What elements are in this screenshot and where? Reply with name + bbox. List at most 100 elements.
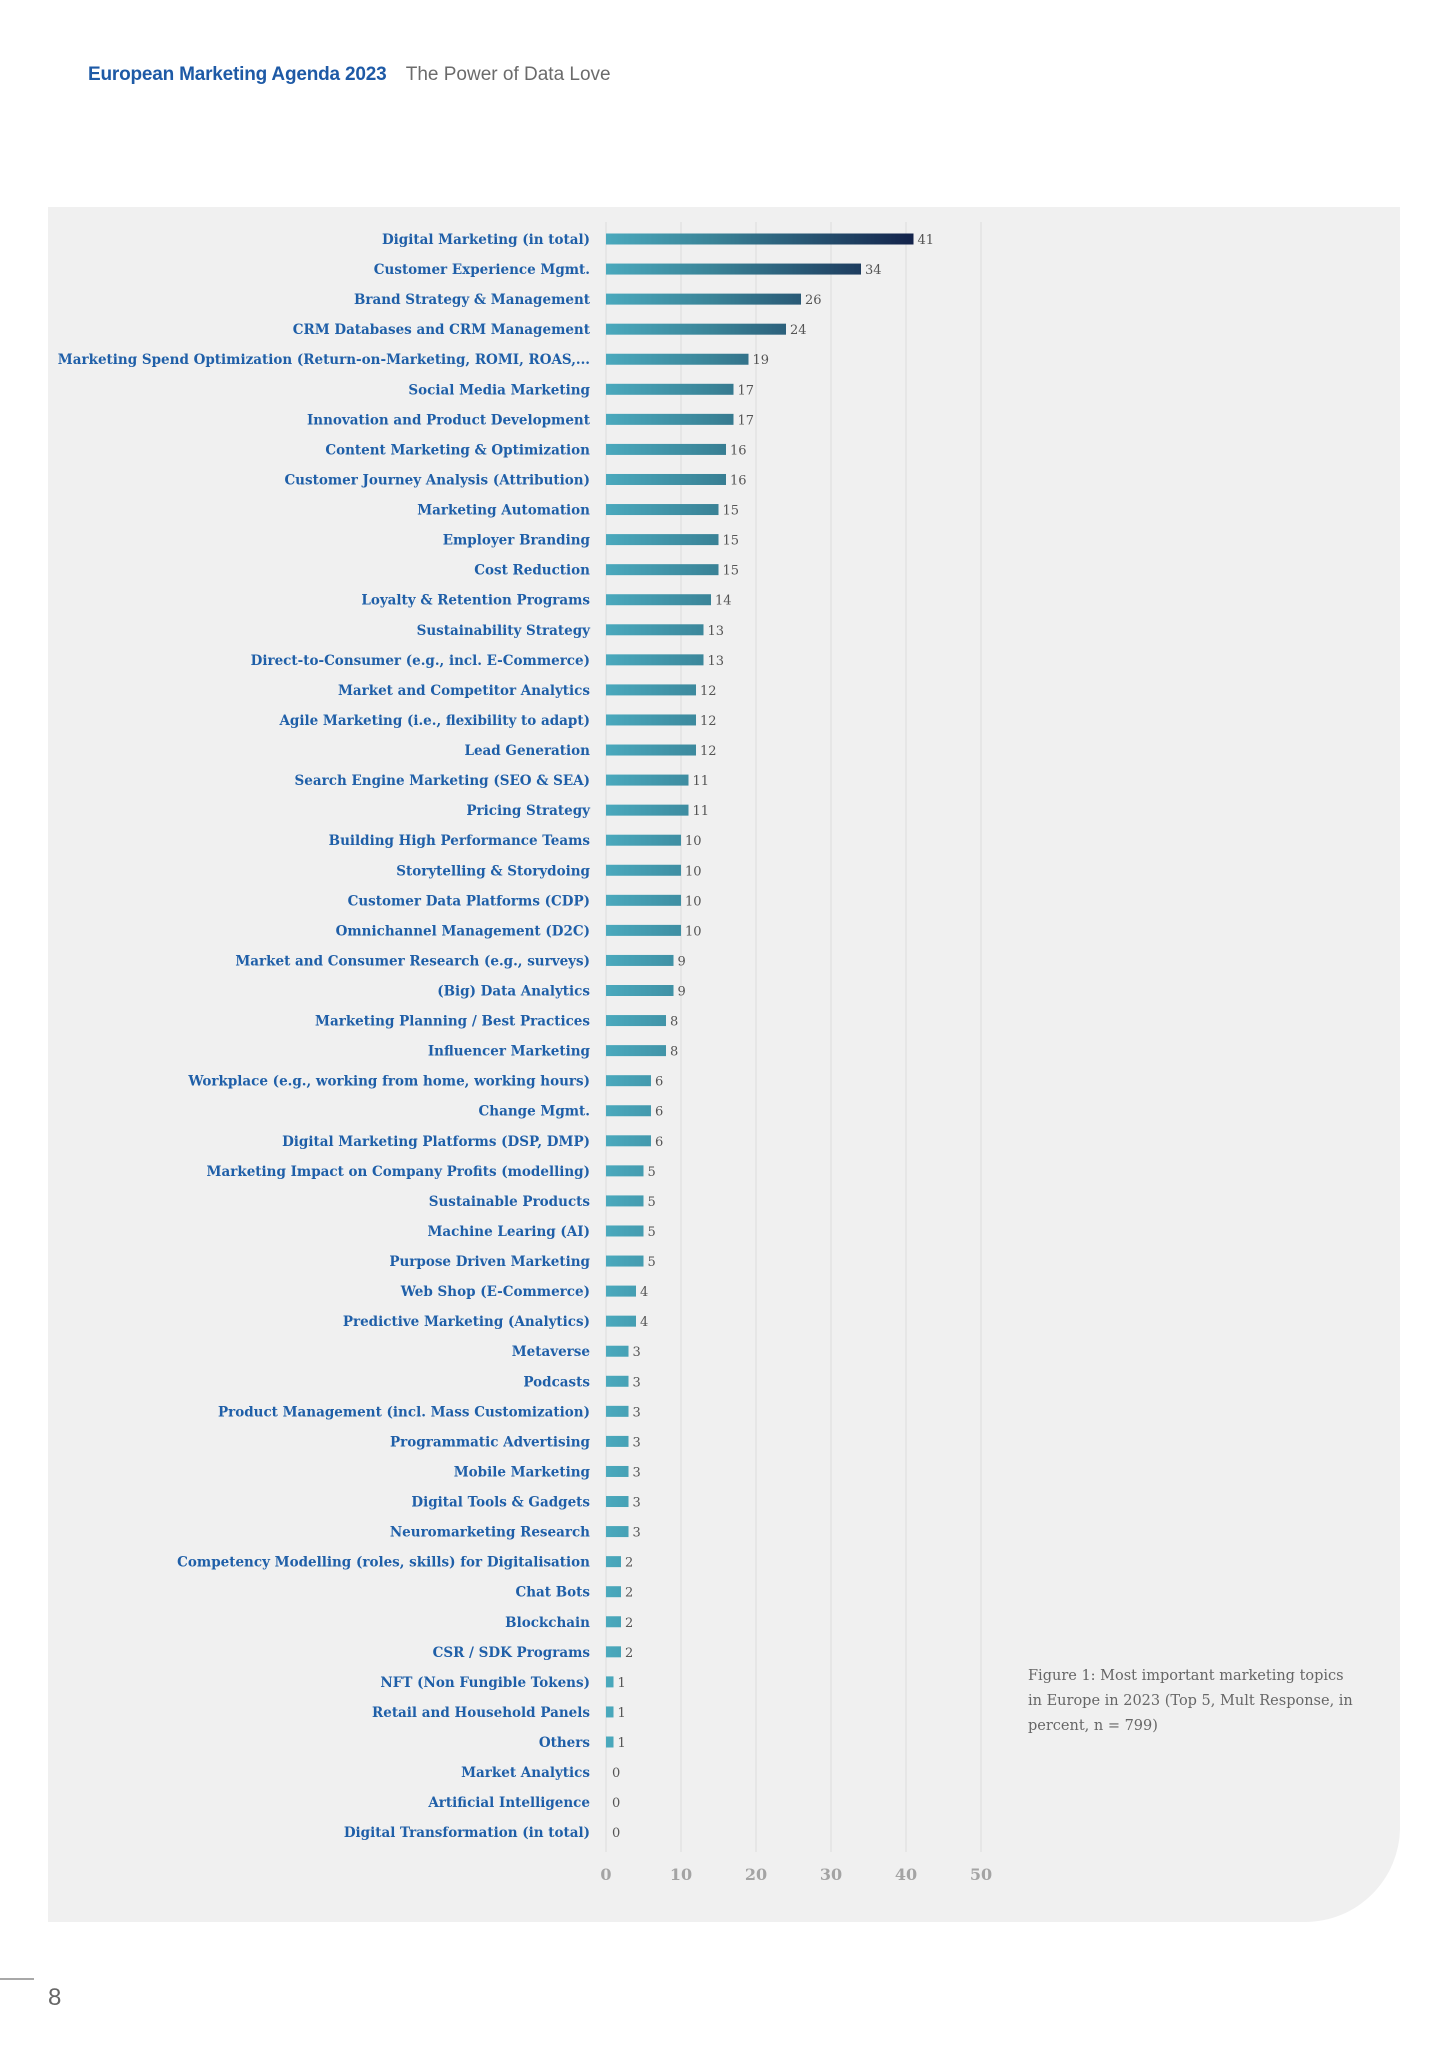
value-label: 41 bbox=[918, 233, 935, 248]
bar bbox=[606, 1315, 636, 1327]
value-label: 8 bbox=[670, 1015, 678, 1030]
category-label: Workplace (e.g., working from home, work… bbox=[187, 1074, 590, 1090]
value-label: 1 bbox=[618, 1706, 626, 1721]
footer-rule bbox=[0, 1978, 34, 1980]
value-label: 3 bbox=[633, 1405, 641, 1420]
bar bbox=[606, 413, 734, 425]
category-label: Digital Marketing (in total) bbox=[382, 232, 590, 248]
category-label: Market and Consumer Research (e.g., surv… bbox=[235, 953, 590, 969]
gridlines bbox=[605, 222, 982, 1852]
bar bbox=[606, 1045, 666, 1057]
value-label: 12 bbox=[700, 714, 717, 729]
category-label: Digital Transformation (in total) bbox=[344, 1825, 590, 1841]
x-axis-ticks: 0 10 20 30 40 50 bbox=[600, 1865, 992, 1884]
bar bbox=[606, 1496, 629, 1508]
value-label: 2 bbox=[625, 1646, 633, 1661]
category-label: Building High Performance Teams bbox=[329, 833, 591, 849]
value-label: 3 bbox=[633, 1526, 641, 1541]
value-label: 5 bbox=[648, 1195, 656, 1210]
bar bbox=[606, 1105, 651, 1117]
category-label: NFT (Non Fungible Tokens) bbox=[380, 1675, 590, 1691]
category-label: CSR / SDK Programs bbox=[433, 1645, 591, 1661]
value-label: 19 bbox=[753, 353, 770, 368]
category-label: Storytelling & Storydoing bbox=[396, 863, 590, 879]
bar bbox=[606, 564, 719, 576]
report-subtitle: The Power of Data Love bbox=[405, 64, 611, 85]
category-label: Competency Modelling (roles, skills) for… bbox=[177, 1555, 590, 1571]
category-label: Marketing Impact on Company Profits (mod… bbox=[207, 1164, 590, 1180]
category-label: Omnichannel Management (D2C) bbox=[336, 923, 590, 939]
value-label: 0 bbox=[612, 1826, 620, 1841]
category-label: Market and Competitor Analytics bbox=[338, 683, 590, 699]
category-label: Pricing Strategy bbox=[466, 803, 591, 819]
value-label: 4 bbox=[640, 1315, 648, 1330]
bar bbox=[606, 1135, 651, 1147]
category-label: Predictive Marketing (Analytics) bbox=[343, 1314, 590, 1330]
value-label: 5 bbox=[648, 1255, 656, 1270]
value-label: 13 bbox=[708, 624, 725, 639]
bar bbox=[606, 1195, 644, 1207]
category-label: Employer Branding bbox=[443, 533, 591, 549]
category-label: CRM Databases and CRM Management bbox=[293, 322, 591, 338]
x-tick-label: 40 bbox=[895, 1865, 917, 1884]
bar bbox=[606, 1405, 629, 1417]
category-label: Sustainable Products bbox=[429, 1194, 591, 1210]
bar bbox=[606, 834, 681, 846]
bar bbox=[606, 654, 704, 666]
category-label: Brand Strategy & Management bbox=[354, 292, 591, 308]
value-label: 24 bbox=[790, 323, 807, 338]
bar bbox=[606, 504, 719, 516]
value-label: 15 bbox=[723, 504, 740, 519]
bar bbox=[606, 1255, 644, 1267]
category-label: Web Shop (E-Commerce) bbox=[400, 1284, 590, 1300]
value-label: 3 bbox=[633, 1465, 641, 1480]
value-label: 6 bbox=[655, 1105, 663, 1120]
value-label: 12 bbox=[700, 744, 717, 759]
category-label: Programmatic Advertising bbox=[390, 1434, 591, 1450]
value-label: 26 bbox=[805, 293, 822, 308]
value-label: 10 bbox=[685, 864, 702, 879]
category-label: Search Engine Marketing (SEO & SEA) bbox=[295, 773, 590, 789]
bar bbox=[606, 594, 711, 606]
value-label: 0 bbox=[612, 1796, 620, 1811]
x-tick-label: 20 bbox=[745, 1865, 767, 1884]
category-label: Agile Marketing (i.e., flexibility to ad… bbox=[278, 713, 590, 729]
category-label: Social Media Marketing bbox=[408, 382, 590, 398]
bar bbox=[606, 263, 861, 275]
category-label: Innovation and Product Development bbox=[307, 412, 591, 428]
bar bbox=[606, 293, 801, 305]
value-label: 12 bbox=[700, 684, 717, 699]
value-labels: 4134262419171716161515151413131212121111… bbox=[612, 233, 934, 1841]
bar bbox=[606, 924, 681, 936]
bar bbox=[606, 1646, 621, 1658]
category-label: Podcasts bbox=[523, 1374, 590, 1390]
value-label: 9 bbox=[678, 985, 686, 1000]
value-label: 17 bbox=[738, 383, 755, 398]
x-tick-label: 30 bbox=[820, 1865, 842, 1884]
bar bbox=[606, 233, 914, 245]
figure-caption: Figure 1: Most important marketing topic… bbox=[1028, 1668, 1353, 1734]
value-label: 13 bbox=[708, 654, 725, 669]
value-label: 34 bbox=[865, 263, 882, 278]
bar bbox=[606, 774, 689, 786]
value-label: 16 bbox=[730, 443, 747, 458]
bar bbox=[606, 714, 696, 726]
category-label: Metaverse bbox=[512, 1344, 590, 1360]
bar bbox=[606, 1075, 651, 1087]
value-label: 1 bbox=[618, 1676, 626, 1691]
category-label: Others bbox=[539, 1735, 591, 1751]
bar bbox=[606, 443, 726, 455]
category-label: (Big) Data Analytics bbox=[437, 984, 590, 1000]
value-label: 11 bbox=[693, 774, 710, 789]
value-label: 10 bbox=[685, 894, 702, 909]
value-label: 17 bbox=[738, 413, 755, 428]
bar bbox=[606, 864, 681, 876]
value-label: 4 bbox=[640, 1285, 648, 1300]
bar bbox=[606, 1465, 629, 1477]
category-label: Customer Experience Mgmt. bbox=[374, 262, 590, 278]
category-label: Lead Generation bbox=[464, 743, 590, 759]
value-label: 16 bbox=[730, 473, 747, 488]
value-label: 5 bbox=[648, 1165, 656, 1180]
value-label: 6 bbox=[655, 1075, 663, 1090]
value-label: 3 bbox=[633, 1375, 641, 1390]
